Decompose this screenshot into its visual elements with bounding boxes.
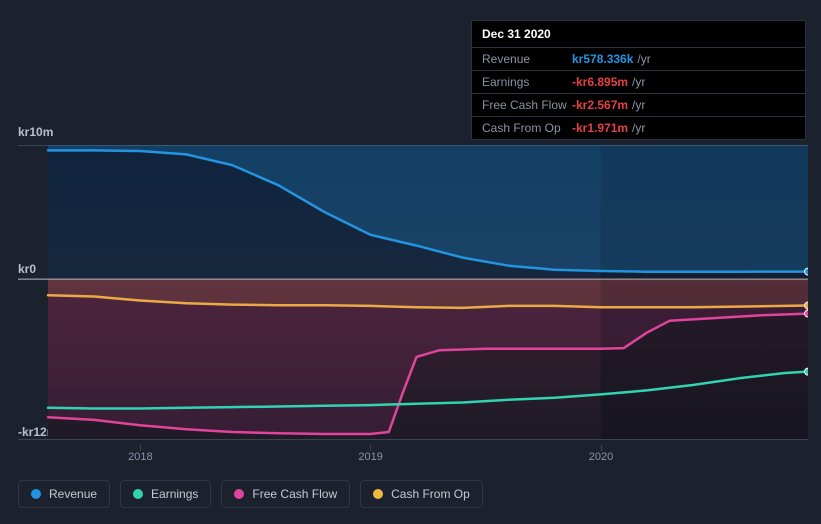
tooltip-row: Earnings-kr6.895m/yr (472, 71, 805, 94)
legend-label: Cash From Op (391, 487, 470, 501)
data-tooltip: Dec 31 2020 Revenuekr578.336k/yrEarnings… (471, 20, 806, 140)
tooltip-row: Revenuekr578.336k/yr (472, 48, 805, 71)
tooltip-unit: /yr (632, 98, 645, 112)
legend-item[interactable]: Cash From Op (360, 480, 483, 508)
tooltip-value: kr578.336k (572, 52, 633, 66)
legend-item[interactable]: Revenue (18, 480, 110, 508)
tooltip-label: Cash From Op (482, 121, 572, 135)
legend-dot-icon (133, 489, 143, 499)
legend-label: Revenue (49, 487, 97, 501)
y-label-top: kr10m (18, 125, 53, 139)
x-tick: 2018 (128, 451, 152, 463)
tooltip-value: -kr2.567m (572, 98, 628, 112)
financials-chart[interactable] (18, 145, 808, 440)
tooltip-row: Cash From Op-kr1.971m/yr (472, 117, 805, 139)
tooltip-unit: /yr (637, 52, 650, 66)
tooltip-row: Free Cash Flow-kr2.567m/yr (472, 94, 805, 117)
x-axis: 2018 2019 2020 (18, 445, 808, 465)
x-tick: 2020 (589, 451, 613, 463)
chart-legend: Revenue Earnings Free Cash Flow Cash From O… (18, 480, 483, 508)
x-tick: 2019 (358, 451, 382, 463)
tooltip-value: -kr6.895m (572, 75, 628, 89)
legend-dot-icon (373, 489, 383, 499)
legend-dot-icon (234, 489, 244, 499)
tooltip-unit: /yr (632, 121, 645, 135)
tooltip-date: Dec 31 2020 (472, 21, 805, 48)
legend-label: Earnings (151, 487, 198, 501)
legend-label: Free Cash Flow (252, 487, 337, 501)
tooltip-label: Free Cash Flow (482, 98, 572, 112)
tooltip-label: Earnings (482, 75, 572, 89)
tooltip-unit: /yr (632, 75, 645, 89)
legend-item[interactable]: Free Cash Flow (221, 480, 350, 508)
tooltip-value: -kr1.971m (572, 121, 628, 135)
tooltip-label: Revenue (482, 52, 572, 66)
legend-item[interactable]: Earnings (120, 480, 211, 508)
legend-dot-icon (31, 489, 41, 499)
